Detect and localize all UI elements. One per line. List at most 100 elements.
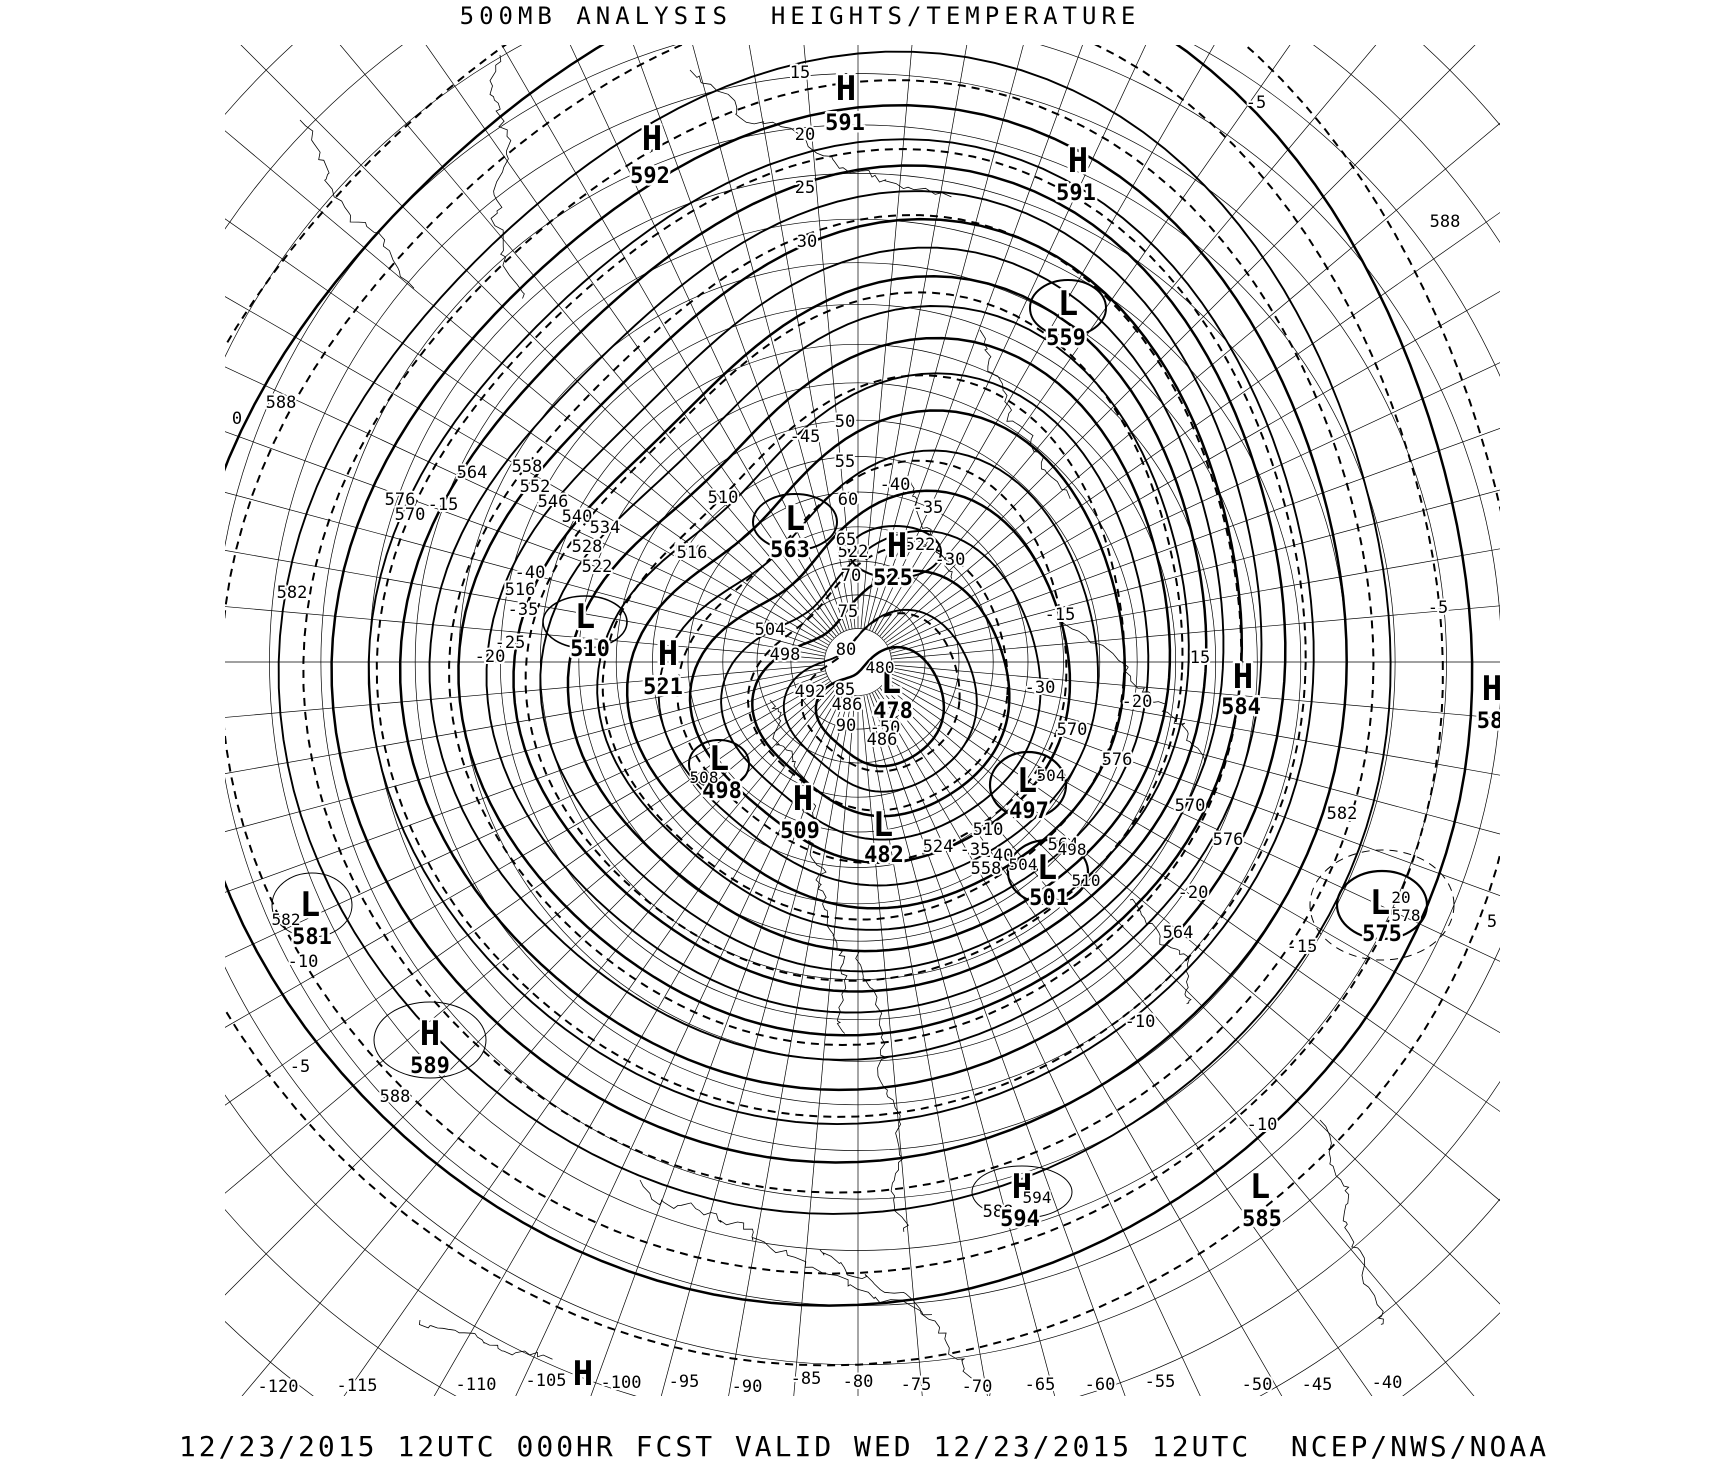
pressure-sub-label: 504 — [1037, 766, 1066, 785]
contour-label: 546 — [538, 492, 569, 512]
contour-label: 510 — [708, 488, 739, 508]
meridian-line — [225, 676, 828, 958]
meridian-line — [885, 212, 1500, 643]
meridian-line — [881, 685, 1500, 1305]
temperature-contour--30 — [524, 291, 1184, 982]
meridian-line — [425, 45, 839, 635]
pressure-letter: L — [1250, 1167, 1270, 1207]
contour-label: -30 — [1025, 678, 1056, 698]
pressure-value: 510 — [570, 637, 610, 662]
meridian-line — [863, 695, 988, 1396]
height-contour-558 — [428, 190, 1263, 1061]
contour-label: 570 — [1175, 796, 1206, 816]
coastline-path — [819, 1249, 991, 1396]
contour-label: 564 — [1163, 923, 1194, 943]
temperature-contour--45 — [746, 544, 1009, 812]
height-contour-522 — [596, 372, 1150, 931]
coastline-path — [979, 329, 1071, 500]
pressure-value: 509 — [780, 819, 820, 844]
meridian-line — [883, 122, 1500, 641]
pressure-value: 563 — [770, 538, 810, 563]
coastline-path — [418, 1319, 553, 1360]
contour-label: 522 — [838, 542, 869, 562]
pressure-value: 482 — [864, 843, 904, 868]
longitude-label: -60 — [1085, 1375, 1116, 1395]
pressure-value: 594 — [561, 1394, 601, 1419]
latitude-label: 85 — [835, 680, 855, 700]
longitude-labels: -120 -115 -110 -105 -100 -95 -90 -85 -80 -75 -70 -6… — [256, 1367, 1405, 1397]
pressure-value: 594 — [1000, 1207, 1040, 1232]
contour-label: 588 — [266, 393, 297, 413]
contour-label: -20 — [1178, 883, 1209, 903]
latitude-label: 70 — [841, 566, 861, 586]
longitude-label: -40 — [1372, 1373, 1403, 1393]
meridian-line — [240, 45, 835, 639]
closed-cell — [1006, 838, 1090, 906]
meridian-line — [748, 45, 853, 629]
longitude-label: -90 — [732, 1377, 763, 1397]
contour-label: 558 — [512, 457, 543, 477]
pressure-letter: L — [1370, 883, 1390, 923]
contour-label: -20 — [475, 647, 506, 667]
coastline-path — [1319, 1119, 1384, 1325]
meridian-line — [879, 45, 1377, 637]
longitude-label: -45 — [1302, 1375, 1333, 1395]
temperature-contour--10 — [225, 45, 1444, 1275]
meridian-line — [225, 431, 827, 651]
contour-label: -10 — [1247, 1115, 1278, 1135]
contour-label: -20 — [1122, 692, 1153, 712]
pressure-value: 497 — [1009, 799, 1049, 824]
meridian-line — [888, 362, 1500, 648]
contour-label: 5 — [1487, 912, 1497, 932]
pressure-letter: H — [1012, 1167, 1032, 1207]
contour-label: -50 — [870, 718, 901, 738]
contour-label: -30 — [935, 550, 966, 570]
contour-label: -25 — [495, 633, 526, 653]
latitude-label: 90 — [836, 716, 856, 736]
pressure-letter: L — [785, 499, 805, 539]
pressure-value: 521 — [643, 675, 683, 700]
coastline-path — [1129, 898, 1192, 1005]
temperature-contours — [225, 45, 1500, 1367]
height-contour-498 — [720, 529, 1042, 841]
pressure-value: 478 — [873, 699, 913, 724]
meridian-line — [339, 45, 837, 637]
contour-label: 588 — [1430, 212, 1461, 232]
pressure-letter: L — [881, 662, 901, 702]
contour-label: -15 — [1287, 937, 1318, 957]
latitude-label: 15 — [790, 63, 810, 83]
closed-cell — [988, 750, 1068, 820]
pressure-letter: L — [1037, 848, 1057, 888]
pressure-letter: H — [793, 779, 813, 819]
coastline-path — [769, 699, 817, 826]
pressure-sub-label: 594 — [1023, 1188, 1052, 1207]
pressure-sub-label: 510 — [1072, 871, 1101, 890]
meridian-line — [881, 45, 1476, 639]
longitude-label: -115 — [337, 1376, 378, 1396]
closed-cell — [373, 1001, 487, 1079]
contour-label: 516 — [505, 580, 536, 600]
pressure-sub-label: 20 — [1391, 888, 1410, 907]
height-contour-570 — [367, 138, 1315, 1126]
meridian-line — [889, 427, 1500, 651]
meridian-line — [225, 606, 825, 660]
chart-title: 500MB ANALYSIS HEIGHTS/TEMPERATURE — [459, 2, 1141, 30]
longitude-label: -50 — [1242, 1375, 1273, 1395]
meridian-line — [869, 45, 1083, 631]
meridian-line — [891, 605, 1500, 660]
meridian-line — [803, 45, 856, 629]
meridian-line — [885, 681, 1500, 1112]
latitude-label: 60 — [838, 490, 858, 510]
contour-label: 0 — [232, 409, 242, 429]
latitude-label: 25 — [795, 178, 815, 198]
pressure-letter: H — [573, 1354, 593, 1394]
contour-label: -5 — [290, 1057, 310, 1077]
